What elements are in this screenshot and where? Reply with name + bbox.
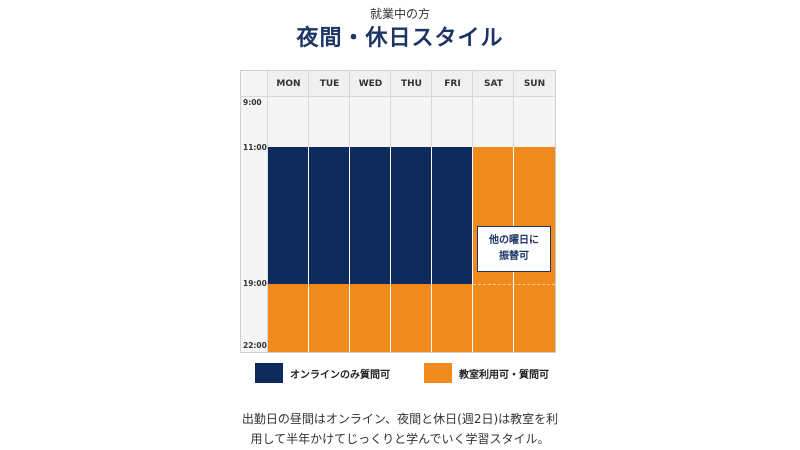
day-header-mon: MON: [268, 71, 309, 97]
time-label-2200: 22:00: [243, 341, 267, 350]
legend-class-swatch: [424, 363, 452, 383]
online-block-thu: [391, 147, 432, 284]
class-block-fri: [432, 284, 473, 352]
online-block-fri: [432, 147, 473, 284]
time-label-0900: 9:00: [243, 98, 262, 107]
description-line1: 出勤日の昼間はオンライン、夜間と休日(週2日)は教室を利: [241, 412, 559, 426]
grid-line: [267, 71, 268, 352]
schedule-grid: MON TUE WED THU FRI SAT SUN 9:00 11:00 1…: [240, 70, 556, 353]
class-block-mon: [268, 284, 309, 352]
page-subtitle: 就業中の方: [369, 7, 430, 21]
day-header-sun: SUN: [514, 71, 555, 97]
transfer-note-line2: 振替可: [499, 251, 529, 262]
time-label-1900: 19:00: [243, 279, 267, 288]
grid-line: [241, 96, 555, 97]
online-block-tue: [309, 147, 350, 284]
time-label-1100: 11:00: [243, 143, 267, 152]
legend-online-swatch: [255, 363, 283, 383]
transfer-note: 他の曜日に 振替可: [477, 226, 551, 272]
description: 出勤日の昼間はオンライン、夜間と休日(週2日)は教室を利 用して半年かけてじっく…: [0, 409, 800, 449]
legend-online-label: オンラインのみ質問可: [290, 370, 390, 381]
day-header-thu: THU: [391, 71, 432, 97]
legend-class-label: 教室利用可・質問可: [459, 370, 549, 381]
online-block-mon: [268, 147, 309, 284]
day-header-tue: TUE: [309, 71, 350, 97]
day-header-fri: FRI: [432, 71, 473, 97]
class-block-wed: [350, 284, 391, 352]
page-title: 夜間・休日スタイル: [296, 26, 504, 51]
online-block-wed: [350, 147, 391, 284]
day-header-wed: WED: [350, 71, 391, 97]
time-divider-line: [473, 284, 555, 285]
day-header-sat: SAT: [473, 71, 514, 97]
transfer-note-line1: 他の曜日に: [489, 235, 539, 246]
class-block-tue: [309, 284, 350, 352]
class-block-thu: [391, 284, 432, 352]
description-line2: 用して半年かけてじっくりと学んでいく学習スタイル。: [250, 432, 550, 446]
